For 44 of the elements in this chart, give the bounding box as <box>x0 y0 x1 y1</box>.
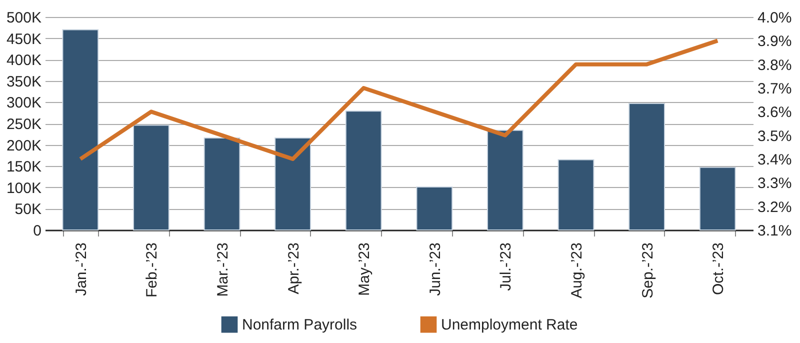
bar <box>274 137 311 230</box>
y-tick-label: 350K <box>6 73 42 90</box>
y-tick-label: 500K <box>6 10 42 26</box>
x-tick-label: Jun.-’23 <box>426 242 444 296</box>
line-series <box>78 38 720 161</box>
y2-tick-label: 4.0% <box>758 10 792 26</box>
y-tick-label: 150K <box>6 158 42 176</box>
x-tick-label: Oct.-’23 <box>710 242 728 296</box>
bar <box>345 110 382 230</box>
bar <box>416 186 453 230</box>
y-tick-label: 450K <box>6 30 42 48</box>
legend-label: Nonfarm Payrolls <box>242 316 358 334</box>
bar <box>699 166 736 230</box>
x-tick-label: Jul.-’23 <box>498 242 515 291</box>
x-tick-label: Aug.-’23 <box>568 242 586 298</box>
y-tick-label: 250K <box>6 116 42 133</box>
y-tick-label: 0 <box>33 222 42 240</box>
y2-tick-label: 3.6% <box>758 104 792 122</box>
x-tick-label: Sep.-’23 <box>639 242 656 298</box>
y2-tick-label: 3.1% <box>758 222 792 240</box>
bar <box>487 130 524 230</box>
y2-tick-label: 3.9% <box>758 33 792 50</box>
y2-tick-label: 3.4% <box>758 152 792 168</box>
y2-tick-label: 3.7% <box>758 80 792 98</box>
y2-tick-label: 3.3% <box>758 175 792 192</box>
y-tick-label: 100K <box>6 180 42 197</box>
bar <box>204 137 240 230</box>
bar <box>558 159 594 230</box>
y2-tick-label: 3.8% <box>758 56 792 74</box>
y-tick-label: 200K <box>6 137 42 154</box>
legend-label: Unemployment Rate <box>441 316 578 334</box>
bar <box>628 102 665 230</box>
x-tick-label: May-’23 <box>356 242 374 296</box>
y-tick-label: 300K <box>6 94 42 112</box>
y2-tick-label: 3.2% <box>758 198 792 216</box>
x-tick-label: Mar.-’23 <box>214 242 232 297</box>
x-tick-label: Jan.-’23 <box>72 242 90 296</box>
y-tick-label: 50K <box>14 201 42 218</box>
x-tick-label: Apr.-’23 <box>285 242 302 294</box>
bar <box>62 29 99 230</box>
y2-tick-label: 3.5% <box>758 128 792 145</box>
x-tick-label: Feb.-’23 <box>144 242 161 298</box>
y-tick-label: 400K <box>6 52 42 70</box>
bar <box>133 124 170 230</box>
